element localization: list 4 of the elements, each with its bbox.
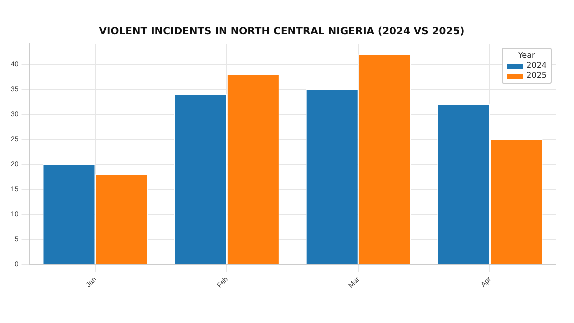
legend-title: Year bbox=[517, 51, 536, 60]
chart-title: VIOLENT INCIDENTS IN NORTH CENTRAL NIGERIA (2024 VS 2025) bbox=[99, 26, 465, 38]
legend-label: 2024 bbox=[526, 61, 547, 71]
legend-label: 2025 bbox=[526, 71, 547, 81]
